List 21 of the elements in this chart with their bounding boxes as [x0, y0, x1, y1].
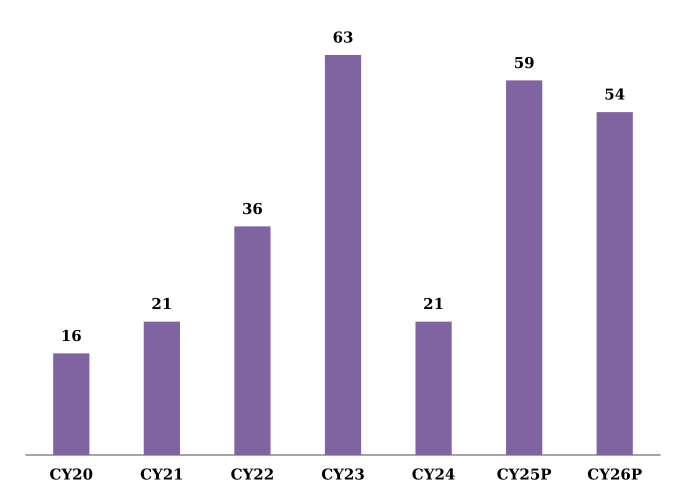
- bar: [144, 322, 180, 455]
- data-label: 21: [151, 295, 172, 314]
- bar: [324, 55, 362, 455]
- data-label: 54: [604, 86, 626, 104]
- data-label: 16: [60, 326, 82, 345]
- bar: [596, 112, 633, 455]
- x-tick-label: CY26P: [587, 466, 642, 484]
- bar: [415, 322, 452, 455]
- data-label: 36: [242, 200, 263, 218]
- bar: [506, 80, 542, 455]
- bar: [234, 226, 271, 455]
- x-tick-label: CY20: [50, 466, 94, 484]
- x-tick-label: CY23: [321, 466, 365, 484]
- data-label: 21: [423, 295, 444, 314]
- data-label: 63: [332, 28, 354, 46]
- x-tick-label: CY24: [412, 466, 456, 484]
- x-tick-label: CY21: [140, 466, 184, 484]
- x-tick-label: CY22: [230, 466, 274, 484]
- x-tick-label: CY25P: [496, 466, 552, 484]
- data-label: 59: [514, 54, 535, 72]
- bar: [53, 353, 90, 455]
